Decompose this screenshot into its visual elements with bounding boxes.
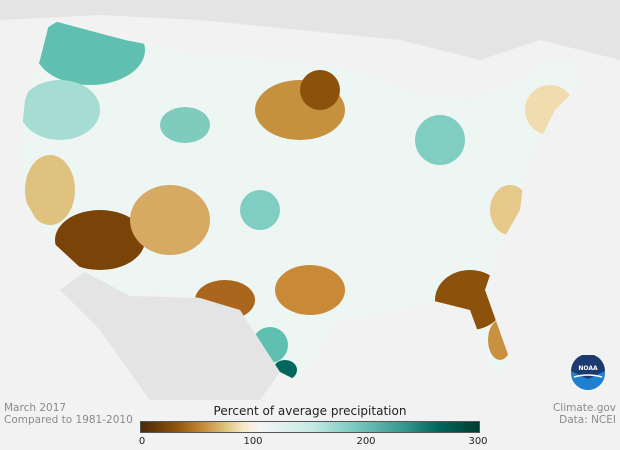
legend-tick: 100 <box>243 436 263 447</box>
us-regions <box>20 20 575 380</box>
map-credits: Climate.gov Data: NCEI <box>553 402 616 426</box>
source-credit: Climate.gov <box>552 402 616 414</box>
svg-text:NOAA: NOAA <box>578 365 598 372</box>
map-caption: March 2017 Compared to 1981-2010 <box>4 402 133 426</box>
mexico-land <box>60 272 280 400</box>
legend-colorbar <box>140 421 480 433</box>
precipitation-map <box>0 0 620 400</box>
data-credit: Data: NCEI <box>559 414 616 426</box>
noaa-logo: NOAA <box>571 355 605 390</box>
legend-title: Percent of average precipitation <box>213 404 407 418</box>
legend-tick: 300 <box>468 436 488 447</box>
legend-tick: 200 <box>356 436 376 447</box>
canada-land <box>0 0 620 60</box>
map-baseline: Compared to 1981-2010 <box>4 414 133 426</box>
legend-tick: 0 <box>138 436 146 447</box>
map-date: March 2017 <box>4 402 67 414</box>
